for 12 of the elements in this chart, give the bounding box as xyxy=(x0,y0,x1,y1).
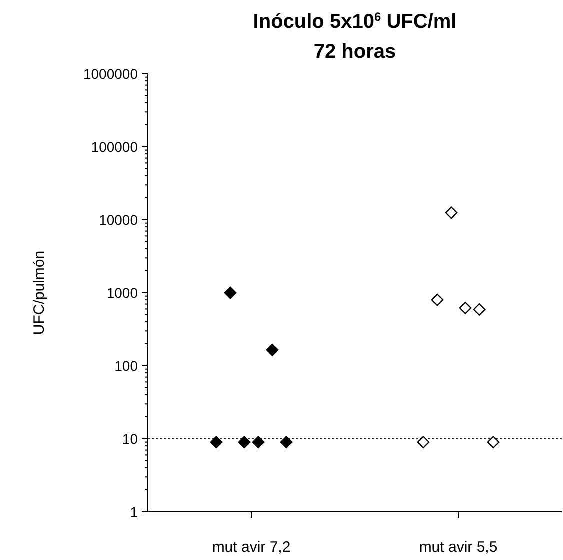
y-tick-label: 10000 xyxy=(99,212,138,228)
y-tick-label: 1 xyxy=(130,504,138,520)
y-tick-label: 100 xyxy=(114,358,138,374)
x-tick-label: mut avir 7,2 xyxy=(212,539,291,556)
x-tick-label: mut avir 5,5 xyxy=(419,539,498,556)
y-tick-label: 1000000 xyxy=(83,66,138,82)
y-axis-title: UFC/pulmón xyxy=(31,250,48,336)
y-tick-label: 1000 xyxy=(106,284,138,301)
y-tick-label: 10 xyxy=(122,430,138,447)
chart-title: Inóculo 5x10$^{6}$ UFC/ml xyxy=(253,10,457,33)
y-tick-label: 100000 xyxy=(91,138,138,155)
chart-subtitle: 72 horas xyxy=(314,41,396,63)
